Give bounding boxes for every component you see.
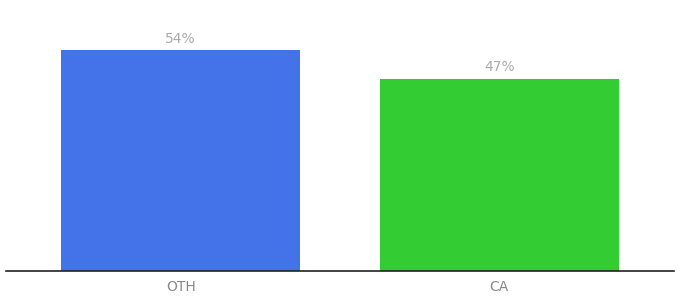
- Text: 54%: 54%: [165, 32, 196, 46]
- Text: 47%: 47%: [484, 60, 515, 74]
- Bar: [61, 50, 300, 271]
- Bar: [380, 79, 619, 271]
